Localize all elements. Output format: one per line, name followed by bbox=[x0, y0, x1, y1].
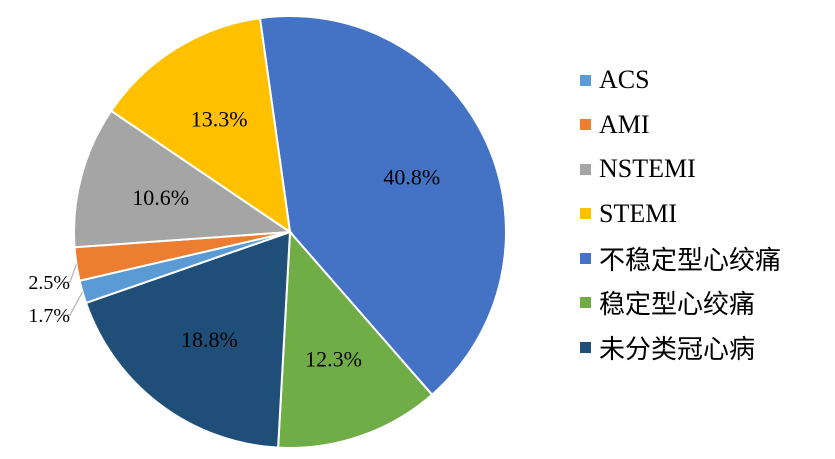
legend-label: ACS bbox=[599, 65, 650, 95]
leader-line bbox=[62, 263, 77, 283]
slice-data-label: 18.8% bbox=[181, 327, 238, 352]
legend-item-nstemi: NSTEMI bbox=[580, 147, 781, 192]
legend-item-stable-angina: 稳定型心绞痛 bbox=[580, 281, 781, 326]
legend-swatch bbox=[580, 119, 591, 131]
legend-swatch bbox=[580, 208, 591, 220]
legend-item-ami: AMI bbox=[580, 103, 781, 148]
pie-slice bbox=[258, 15, 507, 397]
slice-data-label: 12.3% bbox=[305, 347, 362, 372]
legend-swatch bbox=[580, 297, 591, 309]
legend-label: 未分类冠心病 bbox=[599, 334, 756, 364]
legend-label: 不稳定型心绞痛 bbox=[599, 245, 782, 275]
legend-swatch bbox=[580, 341, 591, 353]
chart-legend: ACS AMI NSTEMI STEMI 不稳定型心绞痛 稳定型心绞痛 未分类冠… bbox=[580, 58, 781, 370]
slice-data-label: 2.5% bbox=[28, 272, 70, 294]
legend-swatch bbox=[580, 74, 591, 86]
legend-item-stemi: STEMI bbox=[580, 192, 781, 237]
slice-data-label: 40.8% bbox=[383, 164, 440, 189]
legend-label: STEMI bbox=[599, 198, 677, 228]
pie-slice bbox=[109, 16, 292, 235]
legend-swatch bbox=[580, 252, 591, 264]
legend-item-unclassified-chd: 未分类冠心病 bbox=[580, 325, 781, 370]
pie-slice bbox=[73, 109, 293, 249]
legend-swatch bbox=[580, 163, 591, 175]
slice-data-label: 10.6% bbox=[132, 185, 189, 210]
leader-line bbox=[62, 291, 83, 316]
legend-item-acs: ACS bbox=[580, 58, 781, 103]
legend-label: AMI bbox=[599, 109, 650, 139]
pie-slice bbox=[277, 229, 434, 449]
slice-data-label: 13.3% bbox=[191, 106, 248, 131]
slice-data-label: 1.7% bbox=[28, 305, 70, 327]
legend-label: 稳定型心绞痛 bbox=[599, 290, 756, 320]
legend-label: NSTEMI bbox=[599, 154, 696, 184]
legend-item-unstable-angina: 不稳定型心绞痛 bbox=[580, 236, 781, 281]
